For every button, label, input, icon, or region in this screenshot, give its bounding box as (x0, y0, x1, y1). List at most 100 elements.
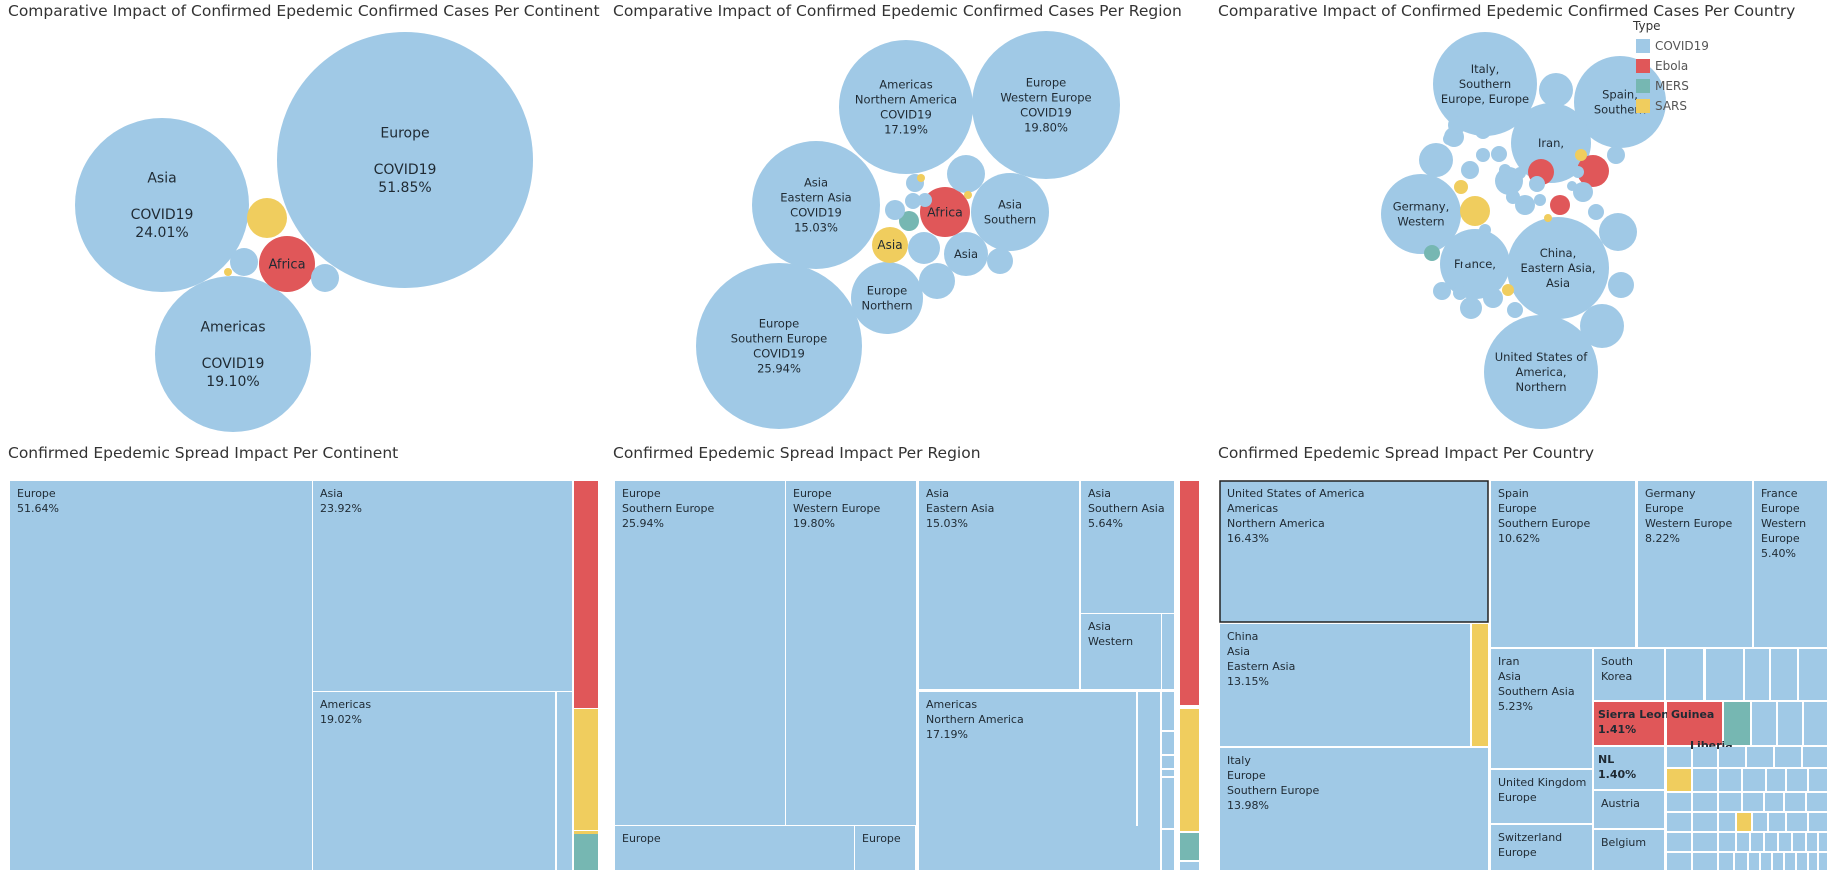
bubble-country-small-44[interactable] (1544, 214, 1552, 222)
bubble-unnamed-5[interactable] (230, 248, 258, 276)
treemap-small-tile-23[interactable] (1799, 649, 1827, 700)
treemap-small-tile-54[interactable] (1787, 813, 1807, 831)
bubble-country-small-32[interactable] (1475, 123, 1491, 139)
bubble-germany-western-4[interactable] (1381, 174, 1461, 254)
treemap-small-tile-0[interactable] (557, 692, 572, 870)
bubble-country-small-38[interactable] (1585, 255, 1595, 265)
treemap-small-tile-3[interactable] (1162, 581, 1174, 613)
treemap-small-tile-70[interactable] (1749, 853, 1759, 870)
treemap-small-tile-43[interactable] (1719, 793, 1741, 811)
treemap-small-tile-44[interactable] (1743, 793, 1763, 811)
treemap-small-tile-33[interactable] (1803, 747, 1827, 767)
bubble-unnamed-7[interactable] (224, 268, 232, 276)
treemap-small-tile-57[interactable] (1693, 833, 1717, 851)
treemap-small-tile-15[interactable] (1180, 862, 1199, 870)
treemap-small-tile-48[interactable] (1667, 813, 1691, 831)
treemap-small-tile-36[interactable] (1719, 769, 1741, 791)
legend-item-mers[interactable]: MERS (1655, 79, 1689, 93)
treemap-small-tile-38[interactable] (1767, 769, 1785, 791)
bubble-china-eastern-asia-asia-2[interactable] (1507, 217, 1609, 319)
treemap-small-tile-41[interactable] (1667, 793, 1691, 811)
treemap-cell-europe-7[interactable] (855, 826, 915, 870)
treemap-small-tile-22[interactable] (1771, 649, 1797, 700)
treemap-small-tile-12[interactable] (1180, 481, 1199, 705)
treemap-small-tile-34[interactable] (1667, 769, 1691, 791)
treemap-small-tile-31[interactable] (1747, 747, 1773, 767)
treemap-cell-americas-northern-america-5[interactable] (919, 692, 1136, 870)
bubble-country-small-13[interactable] (1491, 146, 1507, 162)
bubble-unnamed-14[interactable] (885, 200, 905, 220)
treemap-small-tile-37[interactable] (1743, 769, 1765, 791)
treemap-cell-unnamed-5[interactable] (574, 834, 598, 870)
bubble-country-small-27[interactable] (1502, 284, 1514, 296)
treemap-small-tile-71[interactable] (1761, 853, 1771, 870)
bubble-unnamed-11[interactable] (919, 263, 955, 299)
treemap-small-tile-76[interactable] (1819, 853, 1827, 870)
treemap-small-tile-29[interactable] (1693, 747, 1717, 767)
bubble-country-small-6[interactable] (1424, 245, 1440, 261)
bubble-unnamed-6[interactable] (311, 264, 339, 292)
treemap-small-tile-64[interactable] (1807, 833, 1817, 851)
bubble-americas-northern-america-2[interactable] (839, 40, 973, 174)
treemap-small-tile-32[interactable] (1775, 747, 1801, 767)
bubble-country-small-34[interactable] (1572, 166, 1584, 178)
bubble-country-small-14[interactable] (1454, 180, 1468, 194)
treemap-cell-europe-western-europe-1[interactable] (786, 481, 916, 825)
treemap-small-tile-20[interactable] (1706, 649, 1743, 700)
bubble-country-small-29[interactable] (1534, 194, 1546, 206)
bubble-country-small-40[interactable] (1424, 226, 1436, 238)
treemap-cell-liberia-12[interactable] (1686, 733, 1722, 745)
treemap-small-tile-21[interactable] (1745, 649, 1769, 700)
bubble-country-small-23[interactable] (1573, 182, 1593, 202)
treemap-small-tile-46[interactable] (1785, 793, 1805, 811)
bubble-country-small-42[interactable] (1575, 149, 1587, 161)
bubble-country-small-0[interactable] (1539, 73, 1573, 107)
treemap-small-tile-55[interactable] (1809, 813, 1827, 831)
treemap-small-tile-58[interactable] (1719, 833, 1735, 851)
bubble-country-small-8[interactable] (1580, 304, 1624, 348)
bubble-unnamed-9[interactable] (899, 211, 919, 231)
bubble-europe-northern-4[interactable] (851, 262, 923, 334)
treemap-small-tile-1[interactable] (574, 831, 598, 834)
bubble-country-small-35[interactable] (1567, 181, 1577, 191)
treemap-small-tile-66[interactable] (1667, 853, 1691, 870)
legend-swatch-mers[interactable] (1636, 79, 1650, 93)
treemap-cell-asia-1[interactable] (313, 481, 572, 691)
bubble-country-small-31[interactable] (1448, 116, 1466, 134)
treemap-small-tile-72[interactable] (1773, 853, 1783, 870)
treemap-cell-italy-2[interactable] (1220, 748, 1488, 870)
bubble-asia-1[interactable] (75, 118, 249, 292)
treemap-cell-france-5[interactable] (1754, 481, 1827, 647)
treemap-small-tile-39[interactable] (1787, 769, 1807, 791)
treemap-small-tile-13[interactable] (1180, 709, 1199, 831)
treemap-small-tile-9[interactable] (1162, 770, 1174, 776)
bubble-country-small-21[interactable] (1453, 286, 1467, 300)
bubble-country-small-9[interactable] (1608, 272, 1634, 298)
treemap-small-tile-10[interactable] (1162, 778, 1174, 828)
bubble-unnamed-19[interactable] (964, 191, 972, 199)
treemap-small-tile-59[interactable] (1737, 833, 1749, 851)
bubble-country-small-37[interactable] (1593, 240, 1603, 250)
bubble-unnamed-4[interactable] (247, 198, 287, 238)
treemap-cell-germany-4[interactable] (1638, 481, 1752, 647)
treemap-small-tile-35[interactable] (1693, 769, 1717, 791)
treemap-small-tile-51[interactable] (1737, 813, 1751, 831)
treemap-cell-south-korea-9[interactable] (1594, 649, 1664, 700)
treemap-small-tile-73[interactable] (1785, 853, 1795, 870)
treemap-cell-europe-0[interactable] (10, 481, 312, 870)
legend-item-covid19[interactable]: COVID19 (1655, 39, 1709, 53)
treemap-small-tile-47[interactable] (1807, 793, 1827, 811)
treemap-small-tile-75[interactable] (1809, 853, 1817, 870)
treemap-small-tile-53[interactable] (1769, 813, 1785, 831)
bubble-france-5[interactable] (1440, 229, 1510, 299)
bubble-country-small-39[interactable] (1479, 224, 1491, 236)
bubble-africa-3[interactable] (259, 236, 315, 292)
bubble-united-states-of-america-northern-1[interactable] (1484, 315, 1598, 429)
treemap-small-tile-11[interactable] (1162, 830, 1174, 870)
treemap-cell-americas-2[interactable] (313, 692, 555, 870)
bubble-country-small-24[interactable] (1588, 204, 1604, 220)
bubble-country-small-4[interactable] (1550, 195, 1570, 215)
treemap-small-tile-61[interactable] (1765, 833, 1777, 851)
bubble-country-small-20[interactable] (1443, 267, 1459, 283)
bubble-country-small-11[interactable] (1419, 143, 1453, 177)
